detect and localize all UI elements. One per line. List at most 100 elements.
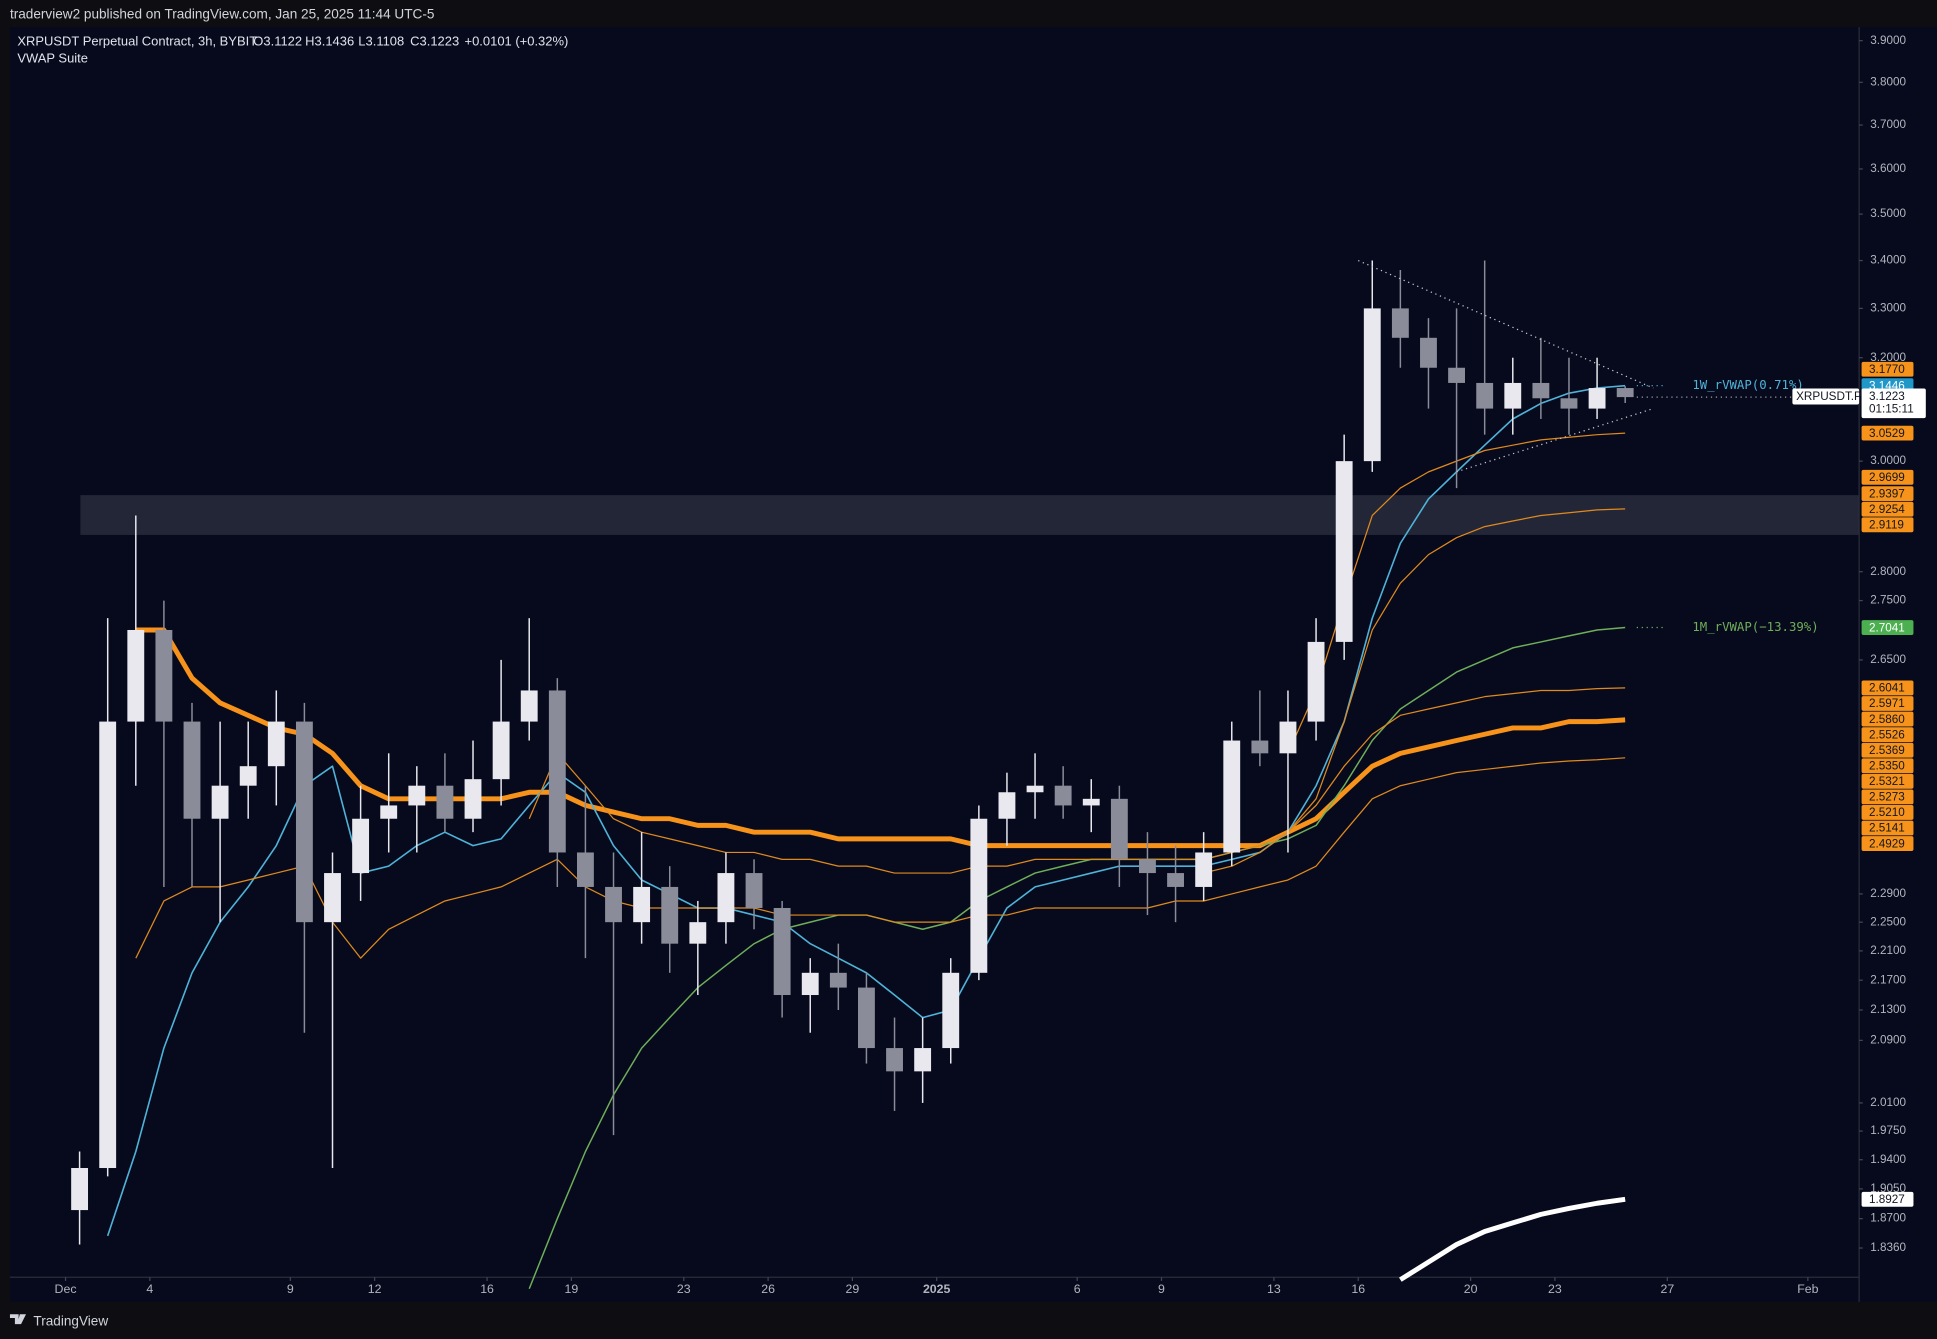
y-tick-label: 1.8360: [1870, 1241, 1906, 1254]
price-label-box: [1861, 711, 1914, 727]
price-label-box: [1861, 501, 1914, 517]
candle-body: [1054, 785, 1072, 806]
y-tick-label: 2.2100: [1870, 944, 1906, 957]
candle-body: [155, 629, 173, 722]
price-label: 2.9254: [1869, 503, 1905, 516]
vwap-line: [135, 757, 1626, 959]
price-label-box: [1861, 727, 1914, 743]
price-label: 2.5141: [1869, 822, 1905, 835]
logo-icon: [9, 1314, 27, 1325]
price-label-box: [1861, 742, 1914, 758]
price-label-box: [1861, 680, 1914, 696]
price-label-box: [1861, 517, 1914, 533]
candle-body: [689, 922, 707, 944]
y-tick-label: 3.5000: [1870, 207, 1906, 220]
candle-body: [1223, 740, 1241, 853]
candle-body: [1363, 308, 1381, 462]
candle-body: [183, 721, 201, 819]
candle-body: [1139, 859, 1156, 874]
candle-body: [464, 779, 482, 819]
price-label: 2.5210: [1869, 806, 1905, 819]
candle-body: [1420, 337, 1437, 368]
price-label-box: [1861, 469, 1914, 485]
candle-body: [576, 852, 594, 887]
price-label: 3.1770: [1869, 363, 1905, 376]
x-tick-label: 2025: [923, 1282, 951, 1296]
x-tick-label: 20: [1464, 1282, 1478, 1296]
price-label-box: [1861, 1191, 1914, 1207]
x-tick-label: 16: [1351, 1282, 1365, 1296]
candle-body: [942, 972, 960, 1049]
candle-body: [352, 818, 370, 874]
price-label: 2.5321: [1869, 775, 1905, 788]
candle-body: [1307, 641, 1325, 722]
brand[interactable]: TradingView: [33, 1313, 108, 1328]
zone: [80, 495, 1860, 535]
y-tick-label: 3.2000: [1870, 351, 1906, 364]
candle-body: [886, 1048, 903, 1072]
annotation: 1W_rVWAP(0.71%): [1692, 378, 1803, 392]
vwap-line: [528, 687, 1626, 874]
legend-open: O3.1122: [253, 33, 302, 48]
candle-body: [1588, 388, 1606, 409]
x-tick-label: 12: [368, 1282, 382, 1296]
candle-body: [211, 785, 229, 819]
candle-body: [1560, 398, 1578, 409]
legend-change: +0.0101 (+0.32%): [465, 33, 569, 48]
y-tick-label: 3.3000: [1870, 301, 1906, 314]
y-tick-label: 1.9400: [1870, 1153, 1906, 1166]
candle-body: [1110, 798, 1128, 860]
candle-body: [71, 1168, 89, 1211]
x-tick-label: 16: [480, 1282, 494, 1296]
y-tick-label: 2.0100: [1870, 1096, 1906, 1109]
y-tick-label: 3.0000: [1870, 454, 1906, 467]
y-tick-label: 3.8000: [1870, 75, 1906, 88]
y-tick-label: 2.0900: [1870, 1033, 1906, 1046]
publish-info: traderview2 published on TradingView.com…: [10, 6, 434, 21]
candle-body: [324, 873, 341, 923]
candle-body: [661, 886, 679, 944]
price-label: 2.4929: [1869, 837, 1905, 850]
candle-body: [1476, 382, 1494, 409]
candle-body: [1279, 721, 1297, 754]
candle-body: [998, 792, 1016, 819]
candle-body: [1448, 367, 1466, 383]
candle-body: [295, 721, 313, 923]
candle-body: [492, 721, 510, 780]
y-tick-label: 3.9000: [1870, 34, 1906, 47]
price-label: 2.5273: [1869, 791, 1905, 804]
candle-body: [1251, 740, 1269, 754]
price-label-box: [1861, 361, 1914, 377]
price-label-box: [1861, 758, 1914, 774]
x-tick-label: 19: [565, 1282, 579, 1296]
candle-body: [1504, 382, 1522, 409]
candle-body: [99, 721, 117, 1169]
candle-body: [1195, 852, 1213, 887]
symbol-box: [1792, 388, 1860, 405]
tradingview-logo: TradingView: [9, 1313, 108, 1328]
x-tick-label: 4: [146, 1282, 153, 1296]
candle-body: [773, 907, 791, 996]
vwap-line: [135, 627, 1626, 849]
candle-body: [1391, 308, 1409, 338]
candle-body: [127, 629, 145, 722]
symbol-label: XRPUSDT.P: [1796, 390, 1862, 403]
price-label-box: [1861, 805, 1914, 820]
x-tick-label: 29: [846, 1282, 860, 1296]
y-tick-label: 2.6500: [1870, 653, 1906, 666]
price-label: 2.5971: [1869, 697, 1905, 710]
price-label-box: [1861, 696, 1914, 711]
annotation: 1M_rVWAP(−13.39%): [1692, 620, 1818, 634]
x-tick-label: 9: [1158, 1282, 1165, 1296]
indicator-name: VWAP Suite: [17, 51, 88, 66]
candle-body: [1082, 798, 1100, 806]
candle-body: [1616, 388, 1634, 398]
y-tick-label: 2.7500: [1870, 594, 1906, 607]
price-label: 2.9699: [1869, 471, 1905, 484]
y-tick-label: 3.4000: [1870, 254, 1906, 267]
candle-body: [858, 987, 875, 1049]
candle-body: [520, 690, 538, 722]
candle-body: [970, 818, 988, 973]
